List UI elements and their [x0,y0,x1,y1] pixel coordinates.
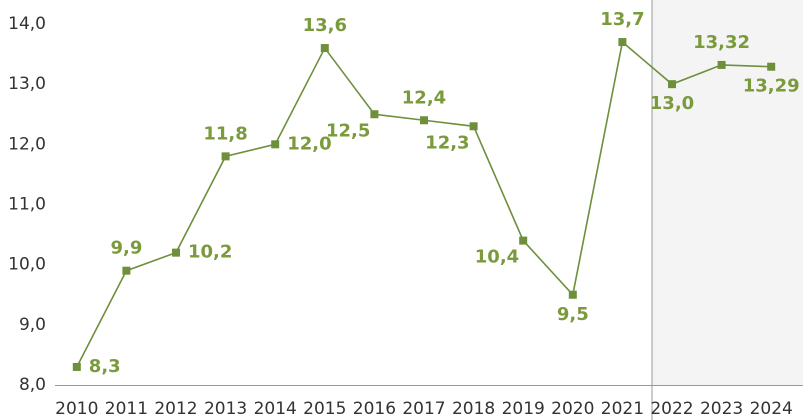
x-tick-label: 2010 [55,399,98,419]
marker [221,152,230,161]
value-label: 12,3 [425,132,469,153]
x-tick-label: 2020 [551,399,594,419]
value-label: 10,4 [475,247,519,268]
value-label: 13,6 [303,15,347,36]
y-tick-label: 10,0 [8,255,46,275]
marker [72,362,81,371]
x-tick-label: 2021 [601,399,644,419]
x-tick-label: 2017 [402,399,445,419]
x-tick-label: 2018 [452,399,495,419]
x-tick-label: 2019 [502,399,545,419]
x-tick-label: 2011 [105,399,148,419]
y-tick-label: 11,0 [8,195,46,215]
x-tick-label: 2012 [154,399,197,419]
marker [568,290,577,299]
y-tick-label: 13,0 [8,74,46,94]
x-tick-label: 2024 [750,399,793,419]
marker [668,80,676,89]
marker [767,62,776,71]
marker [370,110,379,119]
value-label: 13,32 [693,32,750,53]
value-label: 13,29 [743,76,800,97]
x-tick-label: 2023 [700,399,743,419]
x-tick-label: 2014 [254,399,297,419]
x-tick-label: 2015 [303,399,346,419]
value-label: 12,0 [287,133,331,154]
value-label: 12,4 [402,87,446,108]
y-tick-label: 9,0 [19,315,46,335]
forecast-shade [652,0,803,386]
y-tick-label: 12,0 [8,134,46,154]
marker [519,236,528,245]
marker [420,116,428,125]
x-tick-label: 2022 [650,399,693,419]
marker [469,122,478,131]
x-tick-label: 2016 [353,399,396,419]
value-label: 9,5 [557,304,589,325]
y-tick-label: 14,0 [8,14,46,34]
value-label: 8,3 [89,356,121,377]
marker [122,266,131,275]
marker [320,44,329,53]
x-tick-label: 2013 [204,399,247,419]
marker [717,60,726,69]
value-label: 13,7 [600,9,644,30]
value-label: 11,8 [203,123,247,144]
value-label: 12,5 [326,120,370,141]
y-tick-label: 8,0 [19,375,46,395]
marker [172,248,180,257]
marker [618,38,627,47]
value-label: 9,9 [110,238,142,259]
value-label: 10,2 [188,242,232,263]
value-label: 13,0 [650,93,694,114]
marker [271,140,280,149]
